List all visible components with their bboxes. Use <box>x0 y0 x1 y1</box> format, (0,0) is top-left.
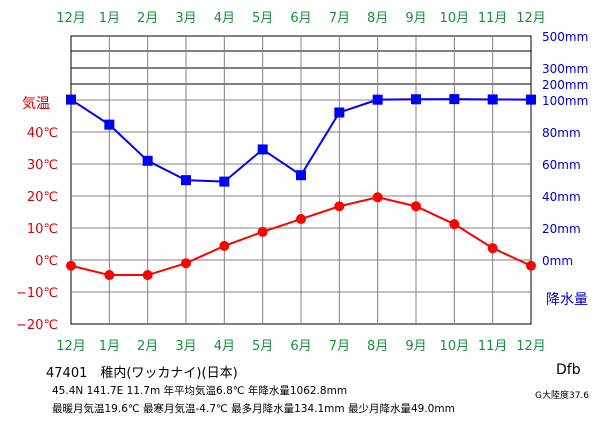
precipitation-tick-label: 500mm <box>542 30 588 44</box>
precipitation-point <box>142 155 153 166</box>
month-label-bottom: 12月 <box>56 339 86 354</box>
temperature-point <box>296 214 306 225</box>
temperature-point <box>526 260 536 271</box>
precipitation-point <box>411 94 421 105</box>
month-label-top: 5月 <box>252 11 273 26</box>
month-label-bottom: 4月 <box>214 339 235 354</box>
temperature-point <box>372 192 383 203</box>
precipitation-point <box>296 170 306 181</box>
month-label-top: 11月 <box>478 11 508 26</box>
month-label-bottom: 12月 <box>516 339 546 354</box>
month-label-bottom: 3月 <box>175 339 196 354</box>
temperature-tick-label: −10℃ <box>16 286 58 301</box>
precipitation-tick-label: 0mm <box>542 254 573 268</box>
month-label-top: 7月 <box>329 11 350 26</box>
temperature-point <box>449 219 460 230</box>
bottom-month-labels: 12月 1月 2月 3月 4月 5月 6月 7月 8月 9月 10月 11月 12月 <box>56 339 546 354</box>
temperature-point <box>334 201 345 212</box>
precipitation-tick-labels: 500mm 300mm 200mm 100mm 80mm 60mm 40mm 20mm 0mm <box>542 30 588 268</box>
precipitation-tick-label: 80mm <box>542 126 581 140</box>
month-label-top: 2月 <box>137 11 158 26</box>
precipitation-tick-label: 40mm <box>542 190 581 204</box>
month-label-top: 3月 <box>175 11 196 26</box>
precipitation-point <box>487 94 498 105</box>
precipitation-tick-label: 300mm <box>542 62 588 76</box>
month-label-bottom: 11月 <box>478 339 508 354</box>
precipitation-tick-label: 200mm <box>542 78 588 92</box>
precipitation-point <box>257 144 268 155</box>
precipitation-point <box>526 94 536 105</box>
month-label-bottom: 9月 <box>405 339 426 354</box>
month-label-bottom: 8月 <box>367 339 388 354</box>
temperature-tick-label: 40℃ <box>27 126 58 141</box>
temperature-tick-label: 10℃ <box>27 222 58 237</box>
temperature-point <box>257 226 268 237</box>
month-label-bottom: 6月 <box>290 339 311 354</box>
temperature-point <box>487 243 498 254</box>
temperature-tick-label: 0℃ <box>35 254 58 269</box>
temperature-series <box>66 192 536 281</box>
month-label-top: 6月 <box>290 11 311 26</box>
month-label-bottom: 2月 <box>137 339 158 354</box>
precipitation-point <box>104 119 115 130</box>
precipitation-tick-label: 100mm <box>542 94 588 108</box>
precipitation-tick-label: 20mm <box>542 222 581 236</box>
continentality-index: G大陸度37.6 <box>535 391 590 401</box>
month-label-top: 10月 <box>440 11 470 26</box>
temperature-tick-label: 20℃ <box>27 190 58 205</box>
precipitation-point <box>219 176 230 187</box>
month-label-bottom: 5月 <box>252 339 273 354</box>
temperature-tick-labels: 40℃ 30℃ 20℃ 10℃ 0℃ −10℃ −20℃ <box>16 126 58 333</box>
month-label-top: 1月 <box>99 11 120 26</box>
precipitation-point <box>181 175 191 186</box>
precipitation-axis-title: 降水量 <box>546 292 588 308</box>
precipitation-series <box>66 94 536 187</box>
month-label-top: 12月 <box>56 11 86 26</box>
temperature-point <box>104 270 115 281</box>
temperature-point <box>142 270 153 281</box>
precipitation-point <box>449 94 460 105</box>
temperature-point <box>411 201 421 212</box>
temperature-tick-label: 30℃ <box>27 158 58 173</box>
precipitation-point <box>334 107 345 118</box>
temperature-point <box>181 258 191 269</box>
stats-line-1: 45.4N 141.7E 11.7m 年平均気温6.8℃ 年降水量1062.8m… <box>52 385 348 397</box>
station-info: 47401 稚内(ワッカナイ)(日本) <box>46 366 238 381</box>
precipitation-point <box>372 94 383 105</box>
month-label-top: 12月 <box>516 11 546 26</box>
climate-code: Dfb <box>556 362 581 378</box>
top-month-labels: 12月 1月 2月 3月 4月 5月 6月 7月 8月 9月 10月 11月 12月 <box>56 11 546 26</box>
month-label-top: 4月 <box>214 11 235 26</box>
stats-line-2: 最暖月気温19.6℃ 最寒月気温-4.7℃ 最多月降水量134.1mm 最少月降… <box>52 403 455 415</box>
temperature-point <box>66 260 76 271</box>
month-label-top: 8月 <box>367 11 388 26</box>
temperature-axis-title: 気温 <box>22 96 50 112</box>
temperature-tick-label: −20℃ <box>16 318 58 333</box>
precipitation-point <box>66 94 76 105</box>
temperature-point <box>219 240 230 251</box>
month-label-bottom: 7月 <box>329 339 350 354</box>
precipitation-tick-label: 60mm <box>542 158 581 172</box>
month-label-top: 9月 <box>405 11 426 26</box>
month-label-bottom: 1月 <box>99 339 120 354</box>
month-label-bottom: 10月 <box>440 339 470 354</box>
